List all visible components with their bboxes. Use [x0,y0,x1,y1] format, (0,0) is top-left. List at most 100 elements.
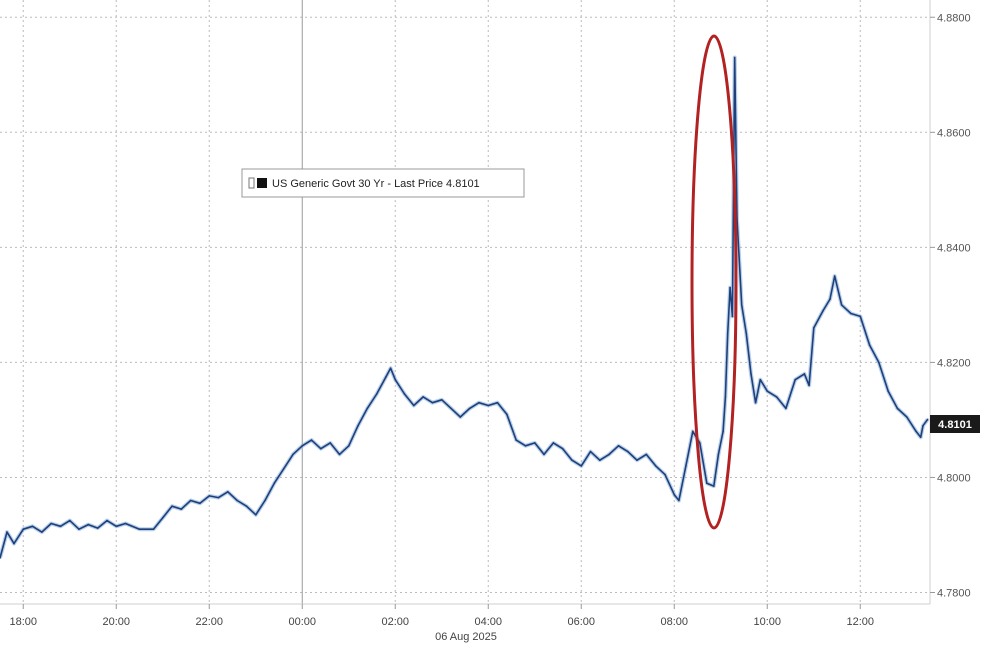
series-point [31,525,34,528]
series-point [678,499,680,502]
series-point [850,312,852,315]
series-point [329,442,332,444]
series-point [833,275,836,277]
series-point [106,519,108,522]
y-tick-label: 4.8600 [937,127,971,139]
last-price-tag: 4.8101 [930,415,980,433]
series-point [808,384,810,387]
series-point [922,424,924,427]
series-point [717,453,720,456]
series-point [919,436,922,439]
series-point [706,482,708,485]
series-point [468,407,471,410]
legend-box [241,168,525,198]
series-point [506,413,508,416]
series-point [6,531,8,533]
series-point [654,465,657,467]
x-tick-label: 06:00 [567,616,595,628]
series-point [766,390,769,393]
series-point [96,527,99,529]
series-point [162,516,164,519]
series-point [138,528,141,530]
series-point [199,502,201,505]
series-point [357,424,359,427]
series-point [431,401,434,404]
series-point [413,404,415,407]
series-point [915,430,917,433]
series-point [50,522,52,525]
x-tick-label: 18:00 [9,616,37,628]
x-tick-label: 04:00 [474,616,502,628]
series-point [115,525,118,528]
series-point [840,304,843,306]
series-point [750,373,752,375]
series-point [775,396,778,398]
series-point [534,442,536,444]
series-point [759,378,762,381]
series-point [69,519,71,522]
series-point [478,401,480,404]
x-tick-label: 20:00 [102,616,130,628]
series-point [822,309,824,312]
series-point [896,407,899,410]
series-point [389,367,392,370]
series-point [78,528,80,530]
series-point [171,505,173,508]
x-tick-label: 22:00 [195,616,223,628]
series-point [571,459,573,462]
x-axis-ticks: 18:00 20:00 22:00 00:00 02:00 04:00 06:00 08:00… [9,604,874,628]
series-point [310,439,313,441]
y-tick-label: 4.8000 [937,472,971,484]
series-point [87,523,90,526]
last-price-label: 4.8101 [938,419,972,431]
series-layer [0,55,930,559]
x-tick-label: 08:00 [660,616,688,628]
series-point [740,304,743,306]
series-point [589,450,592,453]
series-point [366,407,369,410]
series-point [459,416,462,418]
series-point [422,396,425,398]
series-point [385,376,387,378]
series-point [180,508,183,510]
series-point [878,361,880,364]
series-point [227,491,229,493]
series-point [926,418,929,421]
series-point [515,439,517,441]
y-axis-ticks: 4.7800 4.8000 4.8200 4.8400 4.8600 4.8800 [930,12,971,599]
series-point [22,528,25,530]
y-tick-label: 4.8400 [937,242,971,254]
series-point [524,445,527,447]
legend-marker-outline [248,177,255,189]
series-point [292,453,294,456]
series-point [403,393,406,395]
series-point [41,531,43,533]
series-point [450,407,452,410]
legend-label: US Generic Govt 30 Yr - Last Price 4.810… [272,178,480,190]
series-point [722,430,724,433]
series-point [552,442,555,444]
series-point [59,525,62,528]
series-point [255,514,257,516]
series-point [245,505,248,508]
series-point [627,450,629,453]
series-point [273,482,276,485]
y-tick-label: 4.8800 [937,12,971,24]
series-point [729,286,731,289]
series-point [543,453,545,456]
series-point [685,465,687,467]
series-point [320,447,322,450]
series-point [794,378,796,381]
series-point [394,378,397,381]
series-point [636,459,638,462]
last-price-box [930,415,980,433]
series-point [375,393,378,395]
series-point [487,404,490,407]
series-point [692,430,694,433]
series-point [301,445,304,447]
series-point [13,542,15,545]
series-point [754,401,757,404]
series-point [599,459,601,462]
series-point [745,332,748,335]
